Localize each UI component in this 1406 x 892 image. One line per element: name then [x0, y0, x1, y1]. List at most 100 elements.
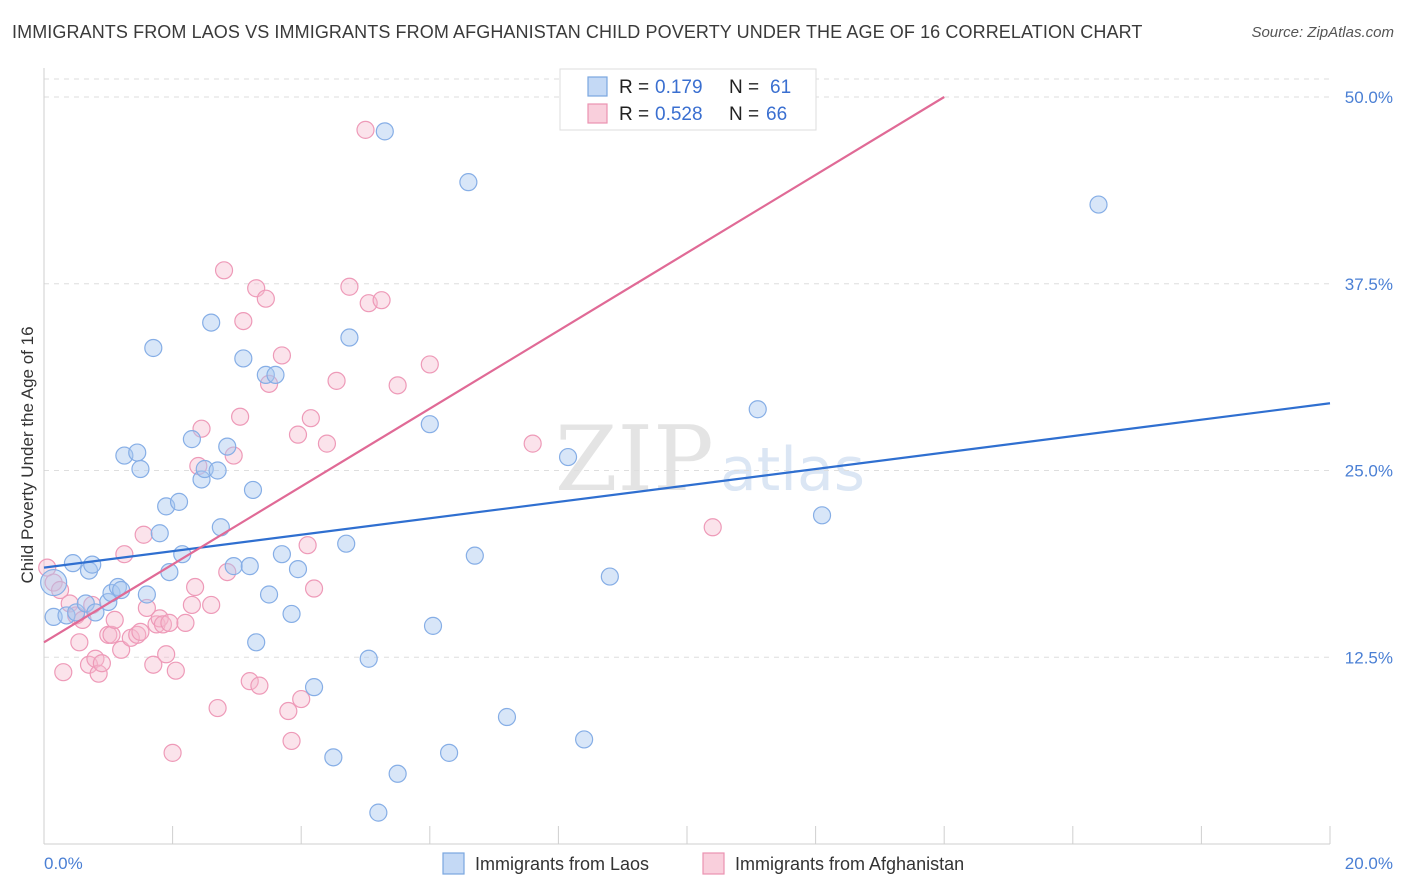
axes [43, 68, 1331, 845]
afghanistan-point [224, 446, 243, 465]
laos-point [202, 313, 221, 332]
laos-point [575, 730, 594, 749]
laos-point [247, 633, 266, 652]
afghanistan-point [105, 610, 124, 630]
laos-point [272, 545, 292, 564]
laos-point [108, 577, 128, 597]
laos-point [1089, 195, 1108, 214]
afghanistan-point [340, 277, 359, 296]
legend-afghanistan-n-value: 66 [766, 104, 787, 125]
laos-point [128, 443, 147, 462]
laos-point [337, 534, 356, 553]
y-tick-label: 12.5% [1345, 648, 1393, 667]
afghanistan-point [160, 613, 179, 632]
afghanistan-point [102, 625, 121, 644]
laos-point [304, 678, 324, 697]
legend-laos-r-value: 0.179 [655, 77, 703, 98]
laos-point [423, 616, 443, 635]
laos-point [137, 585, 156, 604]
watermark-zip: ZIP [555, 407, 714, 512]
legend-laos-r-label: R = [619, 77, 649, 98]
y-tick-labels: 12.5% 25.0% 37.5% 50.0% [1345, 88, 1393, 667]
laos-point [359, 649, 378, 668]
afghanistan-point [240, 672, 259, 691]
y-axis-label: Child Poverty Under the Age of 16 [18, 326, 37, 583]
afghanistan-point [137, 598, 156, 618]
legend-laos-n-value: 61 [770, 77, 791, 98]
laos-point [234, 349, 253, 368]
bottom-legend-swatch-afghanistan [702, 852, 725, 875]
bottom-legend: Immigrants from Laos Immigrants from Afg… [442, 852, 964, 875]
laos-point [131, 459, 150, 479]
legend-swatch-afghanistan [587, 103, 608, 124]
afghanistan-point [420, 355, 439, 374]
legend: R = 0.179 N = 61 R = 0.528 N = 66 [559, 68, 817, 131]
afghanistan-point [144, 655, 163, 674]
laos-point [144, 338, 163, 358]
laos-point [259, 585, 279, 604]
afghanistan-point [166, 661, 185, 680]
afghanistan-point [92, 654, 111, 673]
laos-point [192, 470, 211, 489]
afghanistan-point [176, 613, 195, 632]
laos-point [388, 764, 407, 783]
laos-point [83, 555, 102, 574]
laos-point [324, 748, 343, 767]
laos-point [459, 173, 478, 192]
laos-point [218, 437, 237, 456]
afghanistan-point [44, 573, 63, 592]
laos-point [288, 560, 308, 579]
afghanistan-point [128, 625, 147, 644]
laos-point [243, 480, 263, 500]
laos-point [369, 803, 388, 822]
afghanistan-point [131, 622, 150, 641]
laos-point [497, 707, 517, 727]
laos-point [208, 461, 227, 480]
trend-lines [43, 96, 1331, 644]
afghanistan-point [282, 731, 301, 751]
afghanistan-point [301, 409, 320, 428]
laos-point [282, 604, 301, 624]
laos-point [465, 546, 484, 565]
afghanistan-point [327, 371, 346, 390]
afghanistan-point [214, 261, 234, 280]
afghanistan-point [292, 689, 311, 709]
laos-point [40, 568, 68, 597]
x-tick-label-max: 20.0% [1345, 854, 1393, 873]
afghanistan-point [208, 698, 227, 718]
y-tick-label: 50.0% [1345, 88, 1393, 107]
laos-point [256, 365, 275, 384]
afghanistan-point [523, 434, 542, 453]
afghanistan-point [182, 595, 201, 615]
afghanistan-point [202, 595, 221, 615]
legend-afghanistan-n-label: N = [729, 104, 759, 125]
laos-point [375, 122, 394, 141]
chart-title: IMMIGRANTS FROM LAOS VS IMMIGRANTS FROM … [12, 22, 1143, 42]
afghanistan-point [372, 291, 391, 310]
laos-point [182, 430, 201, 449]
laos-point [600, 567, 619, 586]
afghanistan-point [317, 434, 337, 453]
afghanistan-point [234, 312, 253, 331]
afghanistan-point [388, 376, 407, 395]
laos-point [439, 743, 459, 762]
laos-point [748, 400, 767, 419]
afghanistan-point [304, 579, 324, 598]
legend-swatch-laos [587, 76, 608, 97]
laos-point [812, 506, 832, 525]
y-tick-label: 25.0% [1345, 462, 1393, 481]
x-tick-label-min: 0.0% [44, 854, 83, 873]
afghanistan-point [186, 577, 205, 597]
laos-point [266, 365, 285, 384]
afghanistan-point [272, 346, 292, 365]
source-credit: Source: ZipAtlas.com [1251, 24, 1394, 41]
legend-laos-n-label: N = [729, 77, 759, 98]
afghanistan-point [279, 701, 298, 721]
afghanistan-point [112, 640, 131, 659]
afghanistan-point [115, 545, 134, 564]
afghanistan-point [703, 518, 722, 537]
afghanistan-trend-line [43, 96, 945, 644]
afghanistan-point [70, 633, 89, 652]
laos-point [224, 557, 243, 576]
